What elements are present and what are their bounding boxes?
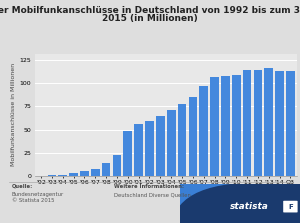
Text: 2015 (in Millionen): 2015 (in Millionen) (102, 14, 198, 23)
Bar (102, 163, 110, 176)
Bar (91, 169, 100, 176)
Bar (221, 76, 230, 176)
PathPatch shape (180, 184, 230, 205)
Bar (265, 68, 273, 176)
Bar (112, 155, 121, 176)
FancyBboxPatch shape (283, 201, 298, 213)
Bar (156, 116, 165, 176)
Text: Bundesnetzagentur
© Statista 2015: Bundesnetzagentur © Statista 2015 (12, 192, 64, 203)
Text: Anzahl der Mobilfunkanschlüsse in Deutschland von 1992 bis zum 3. Quartal: Anzahl der Mobilfunkanschlüsse in Deutsc… (0, 6, 300, 14)
Y-axis label: Mobilfunkanschlüsse in Millionen: Mobilfunkanschlüsse in Millionen (11, 63, 16, 166)
Text: Quelle:: Quelle: (12, 184, 33, 189)
Text: F: F (288, 204, 293, 210)
Bar (134, 124, 143, 176)
Bar (69, 173, 78, 176)
FancyBboxPatch shape (180, 184, 300, 223)
Bar (243, 70, 251, 176)
Bar (210, 76, 219, 176)
Bar (178, 104, 186, 176)
Bar (167, 110, 176, 176)
Bar (286, 71, 295, 176)
Bar (254, 70, 262, 176)
Bar (232, 75, 241, 176)
Bar (275, 71, 284, 176)
Bar (58, 175, 67, 176)
Bar (145, 121, 154, 176)
Text: Weitere Informationen:: Weitere Informationen: (114, 184, 184, 189)
Bar (80, 171, 89, 176)
Text: statista: statista (230, 202, 269, 211)
Bar (200, 86, 208, 176)
Bar (123, 131, 132, 176)
Bar (188, 97, 197, 176)
Text: Deutschland Diverse Quellen: Deutschland Diverse Quellen (114, 192, 191, 197)
